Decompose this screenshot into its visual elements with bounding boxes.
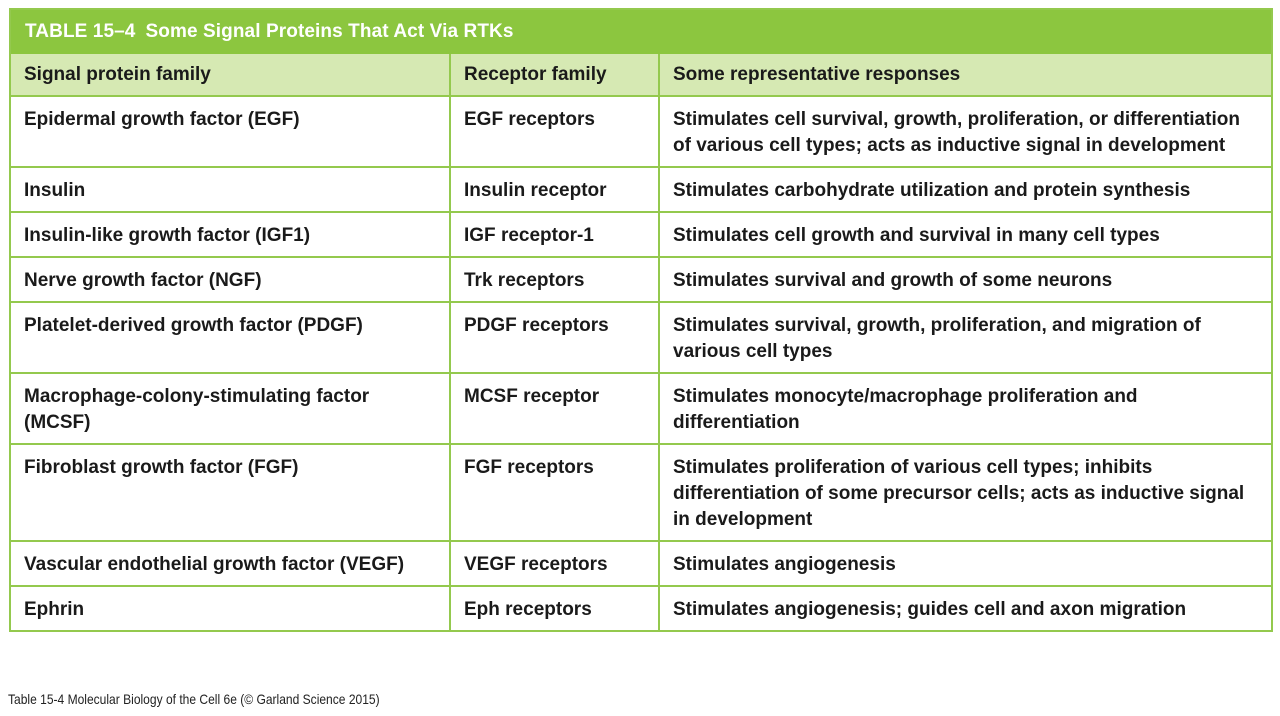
table-row: Insulin-like growth factor (IGF1) IGF re… (11, 211, 1271, 257)
table-number: TABLE 15–4 (25, 21, 136, 42)
table-row: Epidermal growth factor (EGF) EGF recept… (11, 95, 1271, 167)
table-row: Platelet-derived growth factor (PDGF) PD… (11, 301, 1271, 373)
response-cell: Stimulates survival and growth of some n… (658, 256, 1271, 302)
response-cell: Stimulates cell growth and survival in m… (658, 211, 1271, 257)
table-row: Insulin Insulin receptor Stimulates carb… (11, 166, 1271, 212)
receptor-cell: Trk receptors (449, 256, 659, 302)
response-cell: Stimulates cell survival, growth, prolif… (658, 95, 1271, 167)
table-row: Nerve growth factor (NGF) Trk receptors … (11, 256, 1271, 302)
signal-cell: Insulin (11, 166, 450, 212)
receptor-cell: FGF receptors (449, 443, 659, 541)
table-title: Some Signal Proteins That Act Via RTKs (145, 21, 514, 42)
signal-cell: Vascular endothelial growth factor (VEGF… (11, 540, 450, 586)
header-signal-protein-family: Signal protein family (11, 54, 450, 96)
signal-cell: Fibroblast growth factor (FGF) (11, 443, 450, 541)
signal-cell: Ephrin (11, 585, 450, 630)
data-table: Signal protein family Receptor family So… (11, 54, 1271, 630)
response-cell: Stimulates angiogenesis (658, 540, 1271, 586)
receptor-cell: VEGF receptors (449, 540, 659, 586)
response-cell: Stimulates monocyte/macrophage prolifera… (658, 372, 1271, 444)
response-cell: Stimulates carbohydrate utilization and … (658, 166, 1271, 212)
signal-cell: Platelet-derived growth factor (PDGF) (11, 301, 450, 373)
header-row: Signal protein family Receptor family So… (11, 54, 1271, 96)
table-row: Ephrin Eph receptors Stimulates angiogen… (11, 585, 1271, 630)
signal-cell: Epidermal growth factor (EGF) (11, 95, 450, 167)
response-cell: Stimulates survival, growth, proliferati… (658, 301, 1271, 373)
table-row: Vascular endothelial growth factor (VEGF… (11, 540, 1271, 586)
receptor-cell: MCSF receptor (449, 372, 659, 444)
response-cell: Stimulates proliferation of various cell… (658, 443, 1271, 541)
signal-cell: Nerve growth factor (NGF) (11, 256, 450, 302)
receptor-cell: PDGF receptors (449, 301, 659, 373)
table-row: Fibroblast growth factor (FGF) FGF recep… (11, 443, 1271, 541)
receptor-cell: EGF receptors (449, 95, 659, 167)
receptor-cell: IGF receptor-1 (449, 211, 659, 257)
signal-cell: Macrophage-colony-stimulating factor (MC… (11, 372, 450, 444)
figure-caption: Table 15-4 Molecular Biology of the Cell… (8, 691, 380, 707)
header-receptor-family: Receptor family (449, 54, 659, 96)
response-cell: Stimulates angiogenesis; guides cell and… (658, 585, 1271, 630)
header-representative-responses: Some representative responses (658, 54, 1271, 96)
table-title-bar: TABLE 15–4 Some Signal Proteins That Act… (11, 10, 1271, 54)
table-row: Macrophage-colony-stimulating factor (MC… (11, 372, 1271, 444)
receptor-cell: Insulin receptor (449, 166, 659, 212)
receptor-cell: Eph receptors (449, 585, 659, 630)
rtk-signal-table: TABLE 15–4 Some Signal Proteins That Act… (9, 8, 1273, 632)
signal-cell: Insulin-like growth factor (IGF1) (11, 211, 450, 257)
